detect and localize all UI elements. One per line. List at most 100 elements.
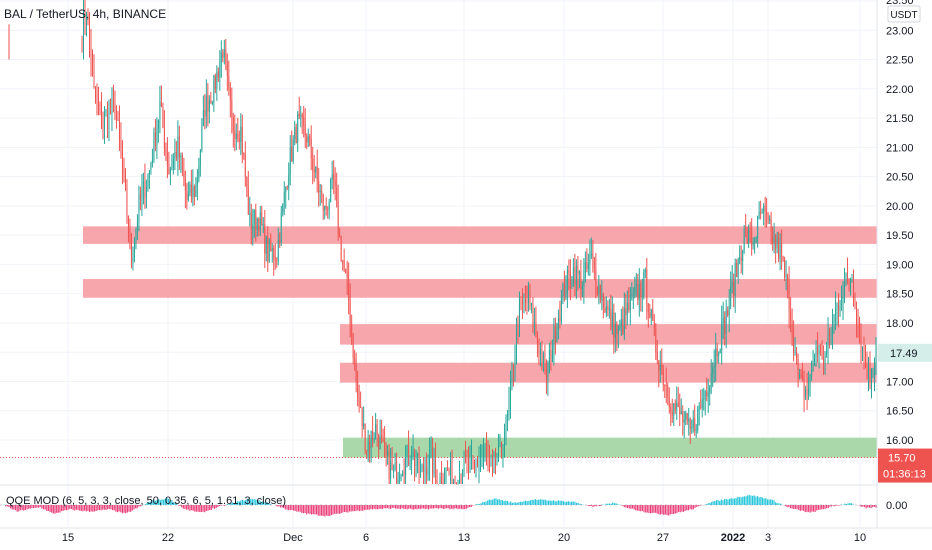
candle-body: [782, 256, 784, 260]
candle: [730, 271, 732, 310]
candle: [330, 177, 332, 203]
candle-body: [451, 460, 453, 484]
candle: [871, 368, 873, 399]
histogram-bar: [559, 500, 561, 505]
candle: [701, 388, 703, 418]
histogram-bar: [111, 505, 114, 511]
candle-body: [535, 321, 537, 336]
histogram-bar: [784, 505, 787, 507]
histogram-bar: [444, 505, 446, 509]
histogram-bar: [551, 500, 553, 505]
histogram-bar: [462, 505, 464, 510]
histogram-bar: [847, 503, 849, 505]
histogram-bar: [399, 505, 402, 510]
candle-body: [348, 278, 350, 300]
candle: [593, 257, 595, 280]
candle: [596, 286, 598, 297]
candle: [403, 458, 405, 484]
candle: [342, 259, 344, 271]
histogram-bar: [625, 505, 627, 508]
histogram-bar: [720, 499, 722, 505]
candle: [797, 353, 799, 388]
candle: [355, 352, 357, 393]
histogram-bar: [47, 505, 50, 512]
candle-body: [661, 364, 663, 369]
candle: [264, 209, 266, 269]
candle: [544, 344, 546, 375]
candle: [527, 281, 529, 312]
candle: [728, 288, 730, 333]
candle: [812, 349, 814, 372]
histogram-bar: [60, 505, 63, 512]
candle: [313, 154, 315, 182]
candle-body: [409, 463, 411, 465]
candle: [108, 99, 110, 142]
histogram-bar: [205, 505, 207, 511]
candle-body: [382, 439, 384, 442]
candle: [674, 399, 676, 415]
candle-body: [698, 406, 700, 409]
candle-body: [545, 361, 547, 380]
histogram-bar: [556, 501, 558, 505]
histogram-bar: [260, 501, 262, 505]
candle-body: [358, 397, 360, 407]
candle-body: [802, 375, 804, 380]
candle-body: [318, 180, 320, 193]
histogram-bar: [158, 499, 160, 505]
candle-body: [454, 479, 456, 484]
candle: [853, 269, 855, 307]
candle-body: [580, 271, 582, 290]
candle: [668, 387, 670, 414]
candle: [282, 203, 284, 217]
candle: [760, 200, 762, 220]
histogram-bar: [592, 505, 594, 508]
histogram-bar: [528, 500, 530, 505]
histogram-bar: [353, 505, 356, 512]
currency-badge-box[interactable]: [887, 5, 921, 23]
candle: [256, 217, 258, 237]
candle: [349, 283, 351, 338]
candle-body: [325, 205, 327, 209]
currency-badge[interactable]: USDT: [887, 5, 921, 23]
candle: [166, 137, 168, 179]
histogram-bar: [608, 503, 611, 505]
histogram-bar: [153, 500, 155, 505]
histogram-bar: [793, 505, 795, 510]
candle: [126, 179, 128, 224]
candle: [763, 203, 765, 226]
histogram-bar: [266, 502, 268, 505]
histogram-bar: [575, 502, 578, 505]
candle: [415, 449, 417, 478]
candle-body: [234, 130, 236, 139]
candle: [863, 336, 865, 370]
candle-body: [492, 456, 493, 461]
histogram-bar: [455, 505, 458, 509]
candle-body: [270, 240, 272, 251]
histogram-bar: [245, 500, 247, 505]
candle: [643, 268, 645, 300]
candle: [406, 444, 408, 468]
candle-body: [373, 438, 375, 440]
histogram-bar: [643, 505, 645, 513]
histogram-bar: [345, 505, 347, 513]
histogram-bar: [413, 505, 415, 510]
histogram-bar: [692, 505, 694, 510]
candle: [190, 169, 192, 203]
candle: [318, 167, 320, 207]
histogram-bar: [309, 505, 311, 515]
candle-body: [198, 165, 200, 179]
candle: [262, 217, 264, 234]
histogram-bar: [148, 501, 150, 505]
histogram-bar: [294, 505, 296, 511]
candle: [466, 449, 468, 474]
candle: [658, 360, 660, 388]
candle-body: [478, 462, 480, 468]
candle-body: [793, 334, 795, 354]
histogram-bar: [82, 505, 84, 512]
candle-body: [457, 484, 459, 485]
histogram-bar: [14, 505, 17, 511]
candle-body: [129, 232, 131, 235]
candle-body: [148, 170, 150, 175]
histogram-bar: [334, 505, 336, 514]
